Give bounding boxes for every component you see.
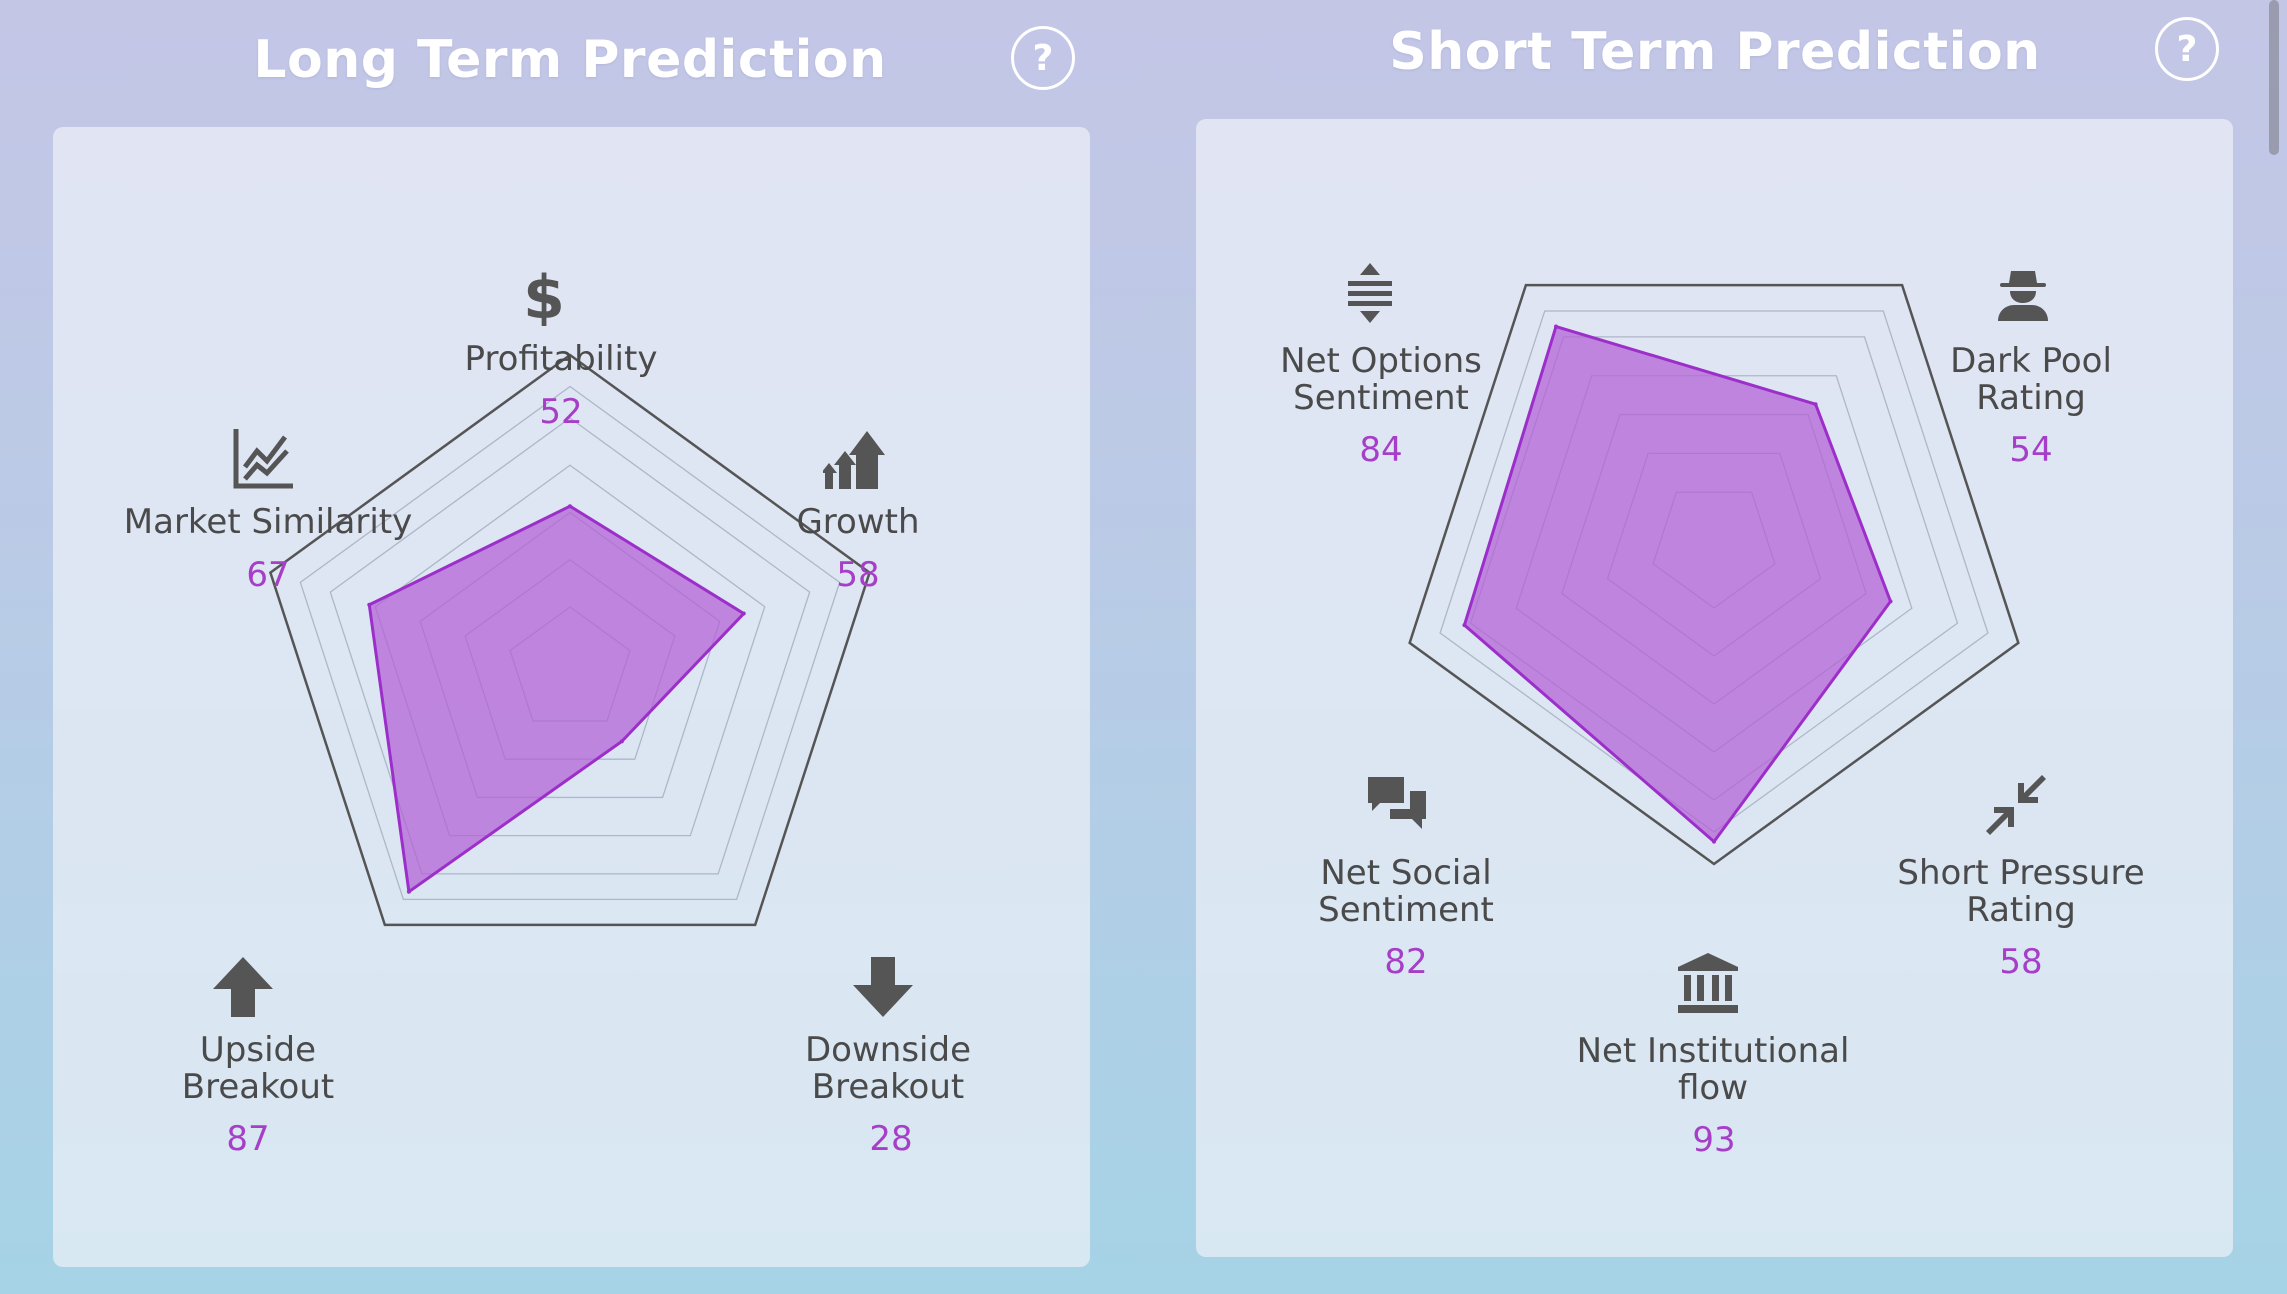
axis-value-net-options-sentiment: 84 <box>1359 430 1403 470</box>
vertical-scrollbar[interactable] <box>2269 0 2279 155</box>
long-term-data-point-4 <box>406 889 411 894</box>
short-term-data-point-5 <box>1462 623 1467 628</box>
axis-label-net-options-sentiment: Net Options Sentiment <box>1280 341 1482 418</box>
long-term-data-area <box>367 504 746 894</box>
long-term-radar-chart <box>268 353 872 927</box>
axis-label-upside-breakout: Upside Breakout <box>181 1030 335 1107</box>
axis-label-downside-breakout: Downside Breakout <box>805 1030 971 1107</box>
axis-label-growth: Growth <box>796 502 920 542</box>
axis-label-net-social-sentiment: Net Social Sentiment <box>1318 853 1494 930</box>
arrow-down-icon <box>853 957 923 1019</box>
axis-label-profitability: Profitability <box>464 339 658 379</box>
short-term-title: Short Term Prediction <box>1389 22 2041 82</box>
arrow-up-icon <box>213 957 283 1019</box>
long-term-data-point-5 <box>367 602 372 607</box>
long-term-outer-ring <box>268 353 872 927</box>
compress-arrows-icon <box>1986 775 2056 837</box>
line-chart-icon <box>233 427 303 491</box>
short-term-grid-ring-6 <box>1439 310 1989 833</box>
spy-icon <box>1996 269 2066 325</box>
axis-label-short-pressure-rating: Short Pressure Rating <box>1897 853 2145 930</box>
long-term-help-button[interactable]: ? <box>1011 26 1075 90</box>
bank-icon <box>1678 953 1748 1015</box>
short-term-data-point-2 <box>1813 402 1818 407</box>
short-term-outer-ring <box>1408 283 2020 866</box>
long-term-grid-ring-4 <box>374 464 766 837</box>
axis-value-downside-breakout: 28 <box>869 1119 913 1159</box>
axis-value-profitability: 52 <box>539 392 583 432</box>
long-term-grid-ring-6 <box>299 385 841 901</box>
chat-bubbles-icon <box>1366 775 1436 837</box>
short-term-data-point-4 <box>1712 839 1716 844</box>
short-term-data-point-3 <box>1888 599 1893 604</box>
long-term-grid-ring-5 <box>329 417 811 875</box>
axis-label-dark-pool-rating: Dark Pool Rating <box>1950 341 2112 418</box>
dollar-icon: $ <box>521 264 601 326</box>
short-term-card: Net Options Sentiment 84 Dark Pool Ratin… <box>1196 119 2233 1257</box>
short-term-data-point-1 <box>1554 324 1559 329</box>
axis-value-growth: 58 <box>836 555 880 595</box>
options-arrows-icon <box>1346 263 1416 325</box>
growth-arrows-icon <box>823 429 893 491</box>
long-term-data-point-2 <box>741 611 746 616</box>
axis-label-market-similarity: Market Similarity <box>123 502 413 542</box>
short-term-radar-chart <box>1408 283 2020 866</box>
long-term-data-point-1 <box>568 504 572 509</box>
axis-value-market-similarity: 67 <box>246 555 290 595</box>
axis-value-dark-pool-rating: 54 <box>2009 430 2053 470</box>
axis-value-short-pressure-rating: 58 <box>1999 942 2043 982</box>
long-term-data-point-3 <box>619 739 624 744</box>
axis-value-net-institutional-flow: 93 <box>1692 1120 1736 1160</box>
long-term-title: Long Term Prediction <box>253 30 887 90</box>
short-term-help-button[interactable]: ? <box>2155 17 2219 81</box>
axis-value-net-social-sentiment: 82 <box>1384 942 1428 982</box>
svg-text:$: $ <box>523 264 565 326</box>
axis-value-upside-breakout: 87 <box>226 1119 270 1159</box>
axis-label-net-institutional-flow: Net Institutional flow <box>1576 1031 1850 1108</box>
long-term-card: $ Profitability 52 Growth 58 Downside Br… <box>53 127 1090 1267</box>
short-term-data-area <box>1462 325 1893 844</box>
